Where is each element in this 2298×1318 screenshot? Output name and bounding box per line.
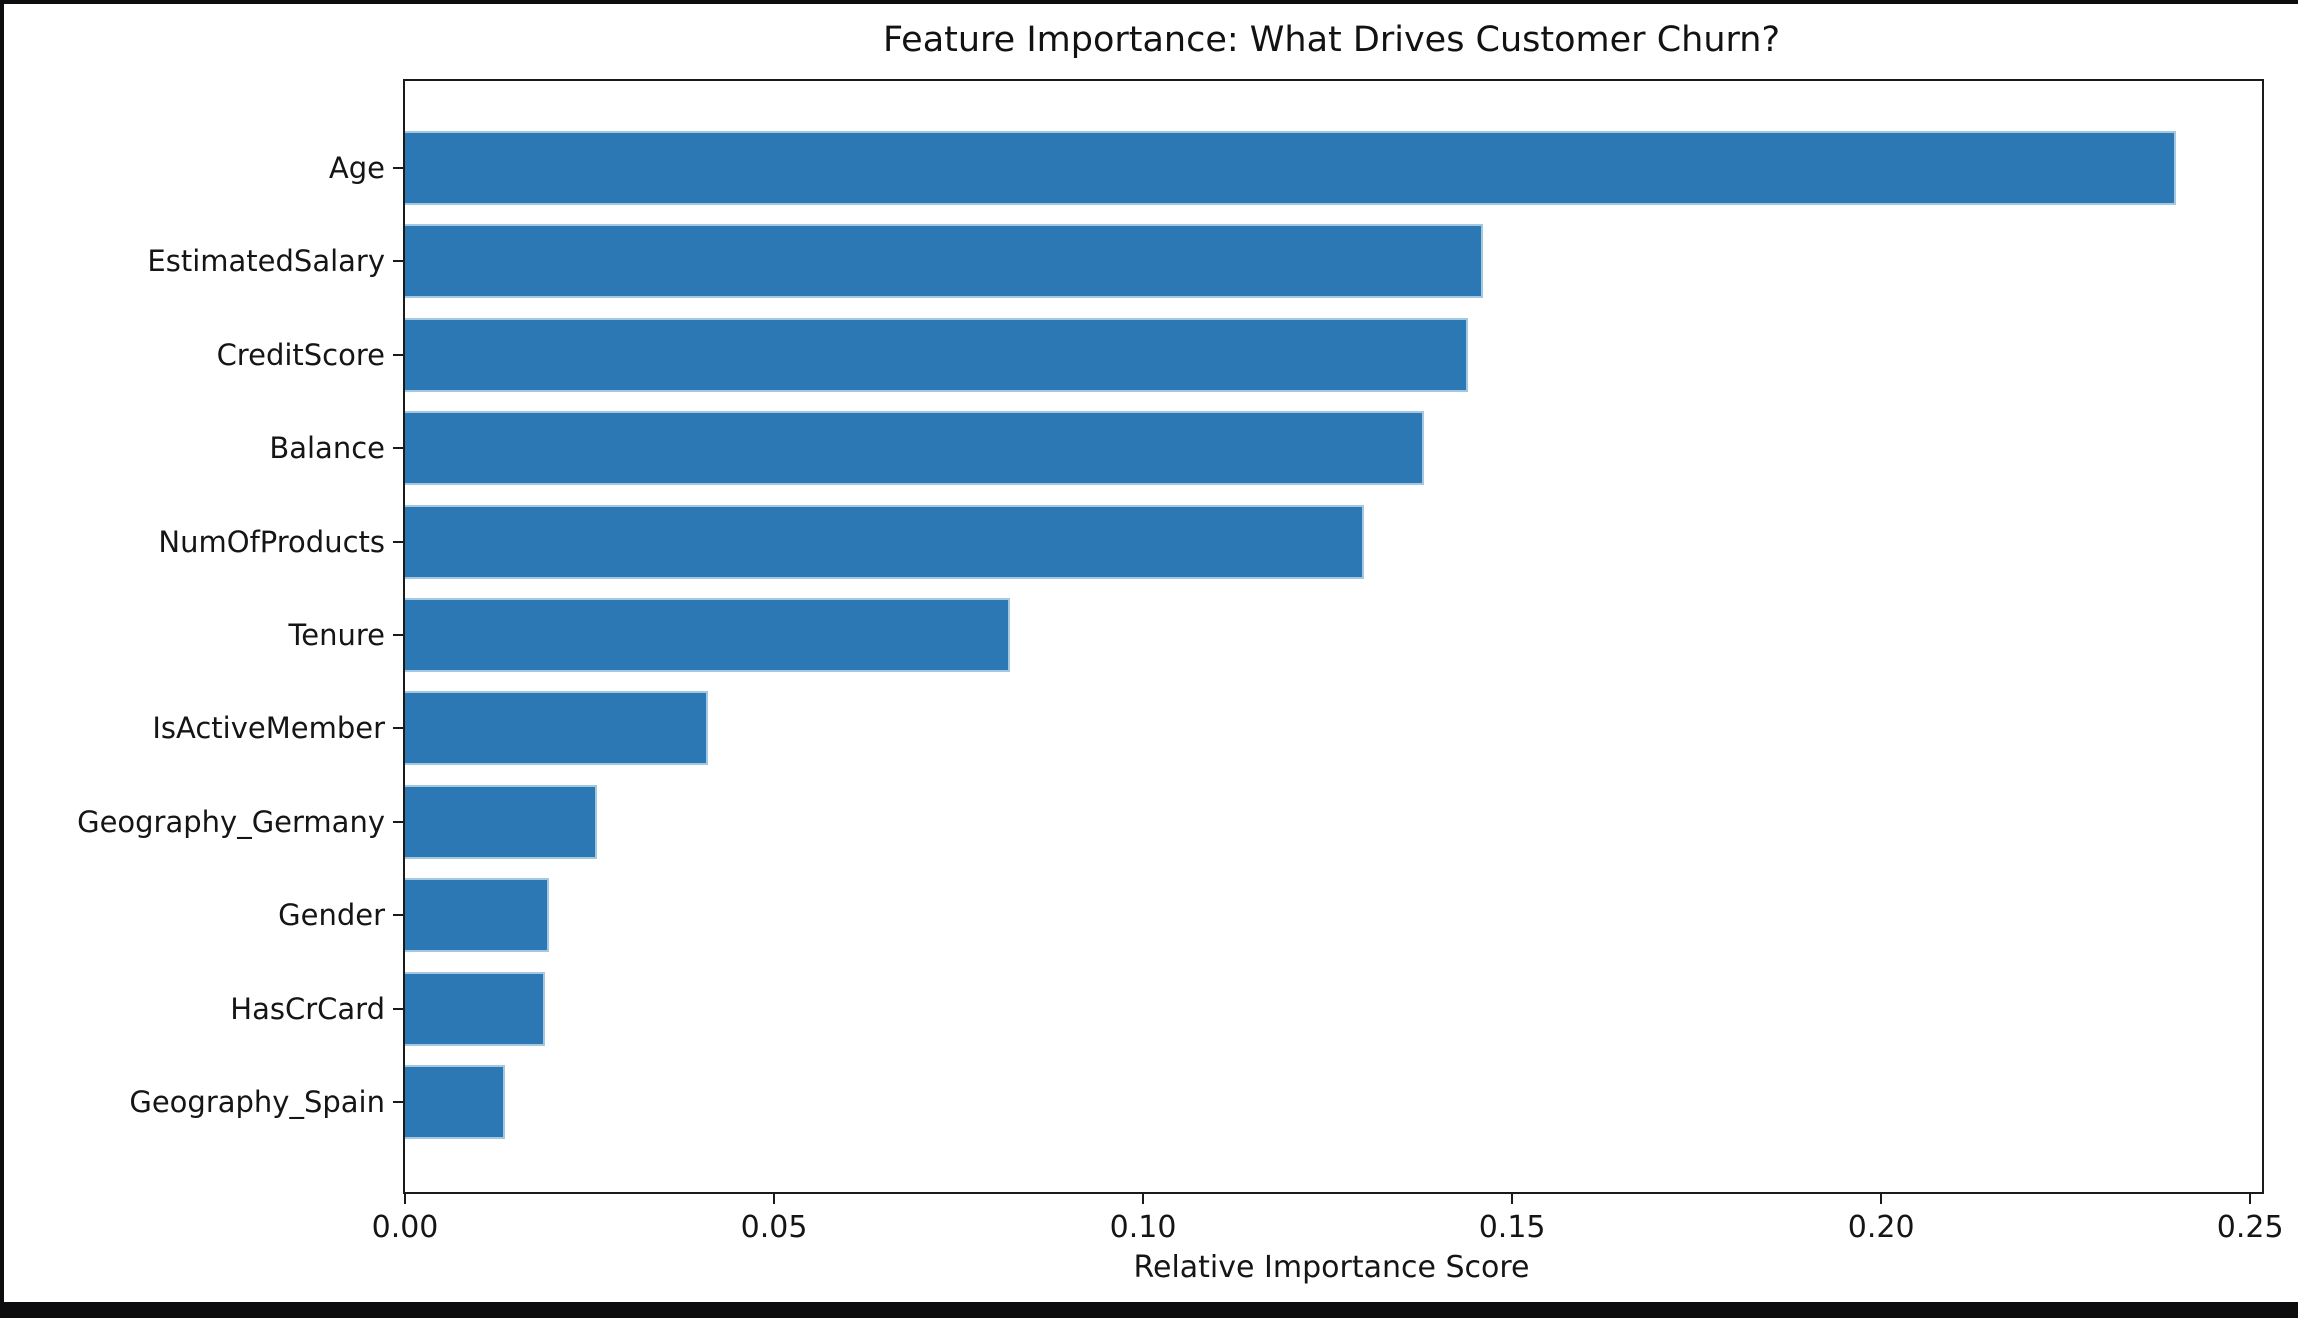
bar-tenure: [405, 598, 1011, 672]
plot-area: [403, 79, 2264, 1194]
x-tick-label-0.10: 0.10: [1109, 1210, 1177, 1245]
y-tick-mark-creditscore: [393, 353, 403, 356]
y-tick-label-geography-germany: Geography_Germany: [77, 804, 385, 839]
y-tick-label-balance: Balance: [269, 431, 385, 466]
bar-gender: [405, 878, 549, 953]
bar-estimatedsalary: [405, 224, 1483, 299]
x-tick-mark-0.25: [2249, 1194, 2252, 1204]
y-tick-mark-estimatedsalary: [393, 260, 403, 263]
y-tick-label-creditscore: CreditScore: [216, 337, 385, 372]
x-tick-mark-0.05: [773, 1194, 776, 1204]
y-tick-mark-tenure: [393, 634, 403, 636]
x-tick-mark-0.10: [1142, 1194, 1145, 1204]
x-axis-label: Relative Importance Score: [1133, 1250, 1530, 1285]
y-tick-label-age: Age: [328, 151, 385, 185]
figure-canvas: Feature Importance: What Drives Customer…: [4, 4, 2298, 1302]
y-tick-mark-geography-spain: [393, 1101, 403, 1103]
x-tick-label-0.15: 0.15: [1478, 1210, 1546, 1245]
y-tick-mark-age: [393, 167, 403, 169]
x-tick-label-0.25: 0.25: [2216, 1210, 2284, 1245]
bar-isactivemember: [405, 691, 708, 766]
x-tick-label-0.20: 0.20: [1847, 1210, 1915, 1245]
bar-numofproducts: [405, 504, 1365, 579]
y-tick-mark-balance: [393, 447, 403, 450]
bar-creditscore: [405, 317, 1468, 392]
y-tick-mark-gender: [393, 914, 403, 917]
y-tick-label-tenure: Tenure: [288, 618, 385, 652]
y-tick-label-hascrcard: HasCrCard: [230, 991, 385, 1026]
x-tick-mark-0.00: [404, 1194, 406, 1204]
y-tick-mark-hascrcard: [393, 1007, 403, 1010]
bar-balance: [405, 411, 1424, 486]
x-tick-label-0.05: 0.05: [740, 1210, 808, 1245]
bar-hascrcard: [405, 971, 546, 1046]
y-tick-label-isactivemember: IsActiveMember: [152, 711, 385, 746]
y-tick-mark-geography-germany: [393, 820, 403, 823]
y-tick-label-gender: Gender: [278, 898, 385, 933]
bar-geography-spain: [405, 1065, 505, 1139]
y-tick-label-estimatedsalary: EstimatedSalary: [147, 244, 385, 279]
y-tick-mark-isactivemember: [393, 727, 403, 730]
x-tick-mark-0.15: [1511, 1194, 1514, 1204]
bar-age: [405, 131, 2177, 205]
bar-geography-germany: [405, 784, 597, 859]
y-tick-label-geography-spain: Geography_Spain: [129, 1085, 385, 1119]
x-tick-label-0.00: 0.00: [371, 1210, 439, 1245]
chart-title: Feature Importance: What Drives Customer…: [882, 20, 1781, 60]
x-tick-mark-0.20: [1880, 1194, 1883, 1204]
y-tick-label-numofproducts: NumOfProducts: [158, 524, 385, 559]
y-tick-mark-numofproducts: [393, 540, 403, 543]
